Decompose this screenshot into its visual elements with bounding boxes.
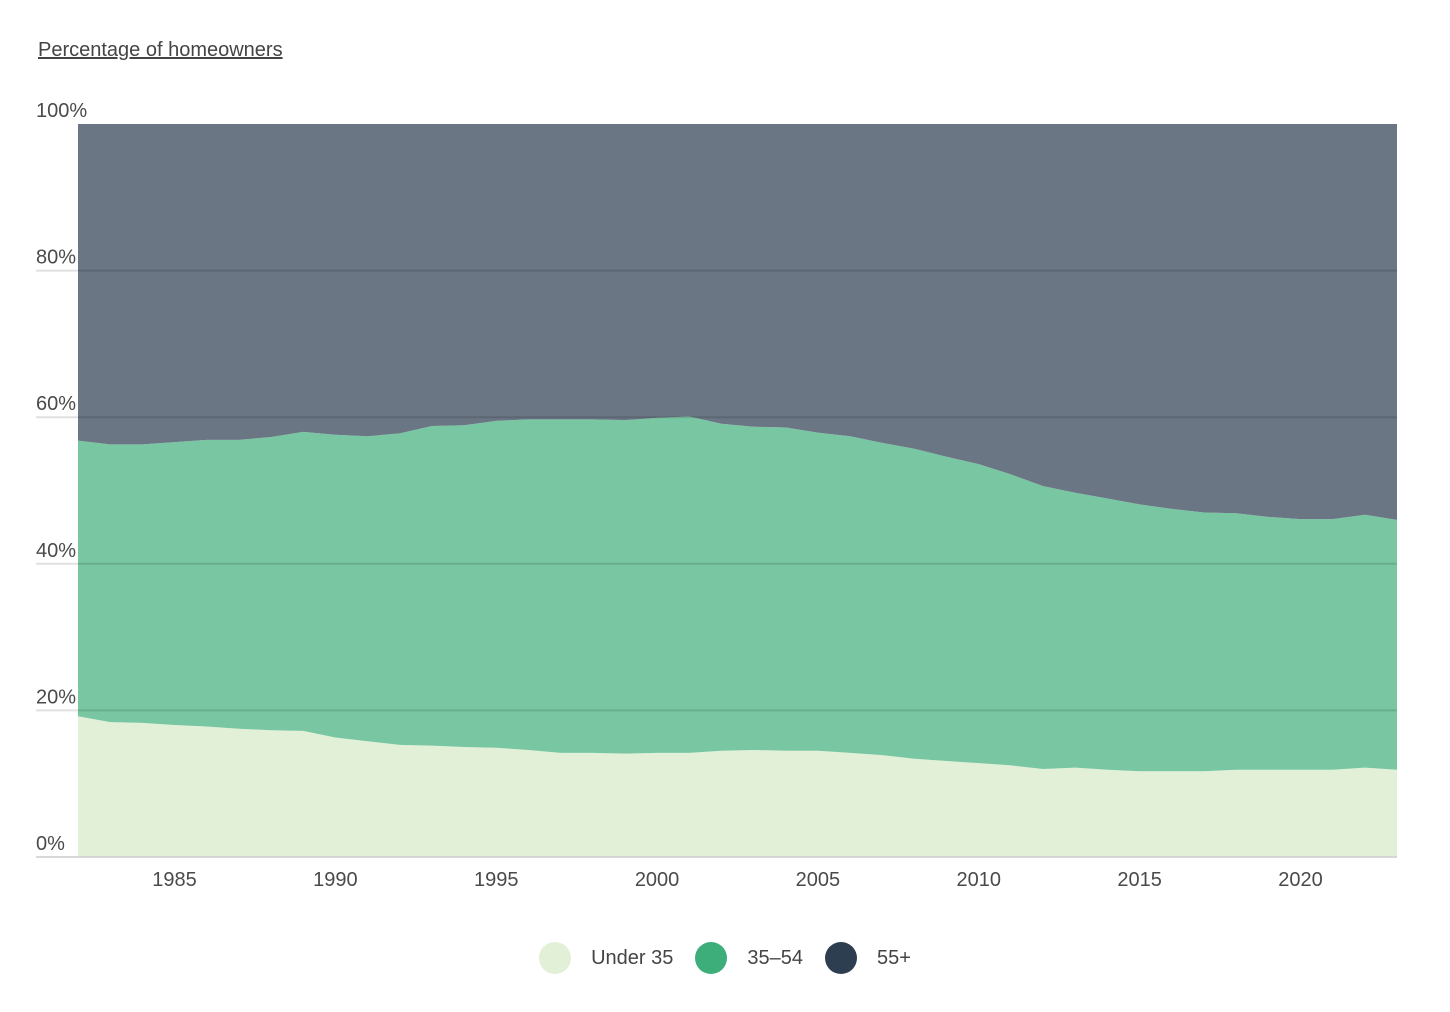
y-axis-ticks: 0% 20% 40% 60% 80% 100% [36,100,87,855]
legend-swatch-55-plus [824,942,857,974]
legend-label-35-54: 35–54 [747,946,803,969]
area-under-35[interactable] [78,716,1397,857]
areas-layer [78,124,1397,857]
x-tick-label: 2000 [635,869,680,891]
y-tick-label: 80% [36,247,76,269]
x-tick-label: 1995 [474,869,519,891]
y-tick-label: 100% [36,100,87,122]
x-tick-label: 2005 [796,869,841,891]
legend-item-under-35[interactable]: Under 35 [539,942,673,974]
x-tick-label: 1990 [313,869,358,891]
area-55-plus[interactable] [78,124,1397,520]
grid-layer [36,269,1397,858]
legend: Under 35 35–54 55+ [0,938,1450,978]
y-tick-label: 60% [36,393,76,415]
x-tick-label: 2020 [1278,869,1323,891]
x-tick-label: 2010 [957,869,1002,891]
legend-item-55-plus[interactable]: 55+ [824,942,911,974]
legend-swatch-under-35 [539,942,572,974]
legend-item-35-54[interactable]: 35–54 [695,942,803,974]
legend-label-55-plus: 55+ [876,946,911,969]
y-axis-title: Percentage of homeowners [38,39,283,61]
legend-swatch-35-54 [695,942,728,974]
y-tick-label: 40% [36,540,76,562]
x-tick-label: 1985 [152,869,197,891]
area-35-54[interactable] [78,416,1397,772]
legend-label-under-35: Under 35 [591,946,674,969]
y-tick-label: 0% [36,833,65,855]
x-axis-ticks: 1985 1990 1995 2000 2005 2010 2015 2020 [152,869,1322,891]
x-tick-label: 2015 [1117,869,1162,891]
y-tick-label: 20% [36,686,76,708]
